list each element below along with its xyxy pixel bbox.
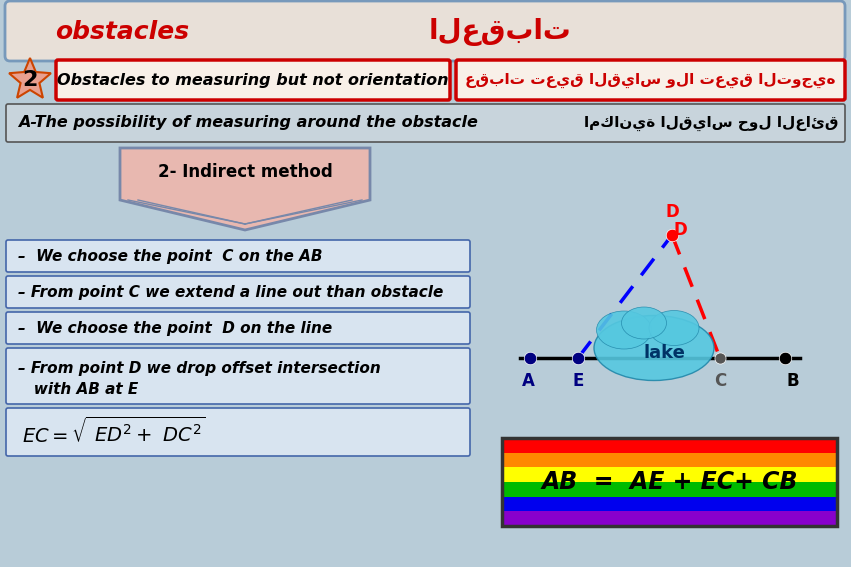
Text: –  We choose the point  C on the AB: – We choose the point C on the AB	[18, 248, 323, 264]
Text: – From point D we drop offset intersection: – From point D we drop offset intersecti…	[18, 361, 380, 375]
Text: D: D	[673, 221, 687, 239]
Ellipse shape	[621, 307, 666, 339]
Text: B: B	[786, 372, 799, 390]
Ellipse shape	[597, 311, 652, 349]
Text: A: A	[522, 372, 534, 390]
Text: 2- Indirect method: 2- Indirect method	[157, 163, 333, 181]
FancyBboxPatch shape	[6, 348, 470, 404]
FancyBboxPatch shape	[456, 60, 845, 100]
Text: العقبات: العقبات	[429, 18, 571, 46]
Text: – From point C we extend a line out than obstacle: – From point C we extend a line out than…	[18, 285, 443, 299]
Bar	[502, 467, 837, 482]
Text: obstacles: obstacles	[55, 20, 189, 44]
Bar	[502, 438, 837, 526]
Bar	[502, 497, 837, 511]
FancyBboxPatch shape	[6, 408, 470, 456]
Polygon shape	[9, 58, 51, 98]
FancyBboxPatch shape	[56, 60, 450, 100]
Polygon shape	[120, 148, 370, 230]
Text: AB  =  AE + EC+ CB: AB = AE + EC+ CB	[541, 470, 797, 494]
Bar	[502, 482, 837, 497]
Text: A-The possibility of measuring around the obstacle: A-The possibility of measuring around th…	[18, 116, 478, 130]
Bar	[502, 452, 837, 467]
Text: C: C	[714, 372, 726, 390]
Text: E: E	[573, 372, 584, 390]
Text: lake: lake	[643, 344, 685, 362]
Text: امكانية القياس حول العائق: امكانية القياس حول العائق	[584, 116, 838, 130]
Bar	[502, 511, 837, 526]
Text: D: D	[665, 203, 679, 221]
FancyBboxPatch shape	[6, 240, 470, 272]
Text: Obstacles to measuring but not orientation: Obstacles to measuring but not orientati…	[57, 73, 448, 87]
Bar	[502, 438, 837, 452]
Text: with AB at E: with AB at E	[18, 383, 138, 397]
Text: $EC = \sqrt{\ ED^2 +\ DC^2}$: $EC = \sqrt{\ ED^2 +\ DC^2}$	[22, 417, 206, 447]
Text: –  We choose the point  D on the line: – We choose the point D on the line	[18, 320, 332, 336]
FancyBboxPatch shape	[6, 104, 845, 142]
Text: 2: 2	[22, 70, 37, 90]
Text: عقبات تعيق القياس ولا تعيق التوجيه: عقبات تعيق القياس ولا تعيق التوجيه	[465, 73, 835, 87]
FancyBboxPatch shape	[5, 1, 845, 61]
Ellipse shape	[594, 315, 714, 380]
Ellipse shape	[649, 311, 699, 345]
FancyBboxPatch shape	[6, 312, 470, 344]
FancyBboxPatch shape	[6, 276, 470, 308]
